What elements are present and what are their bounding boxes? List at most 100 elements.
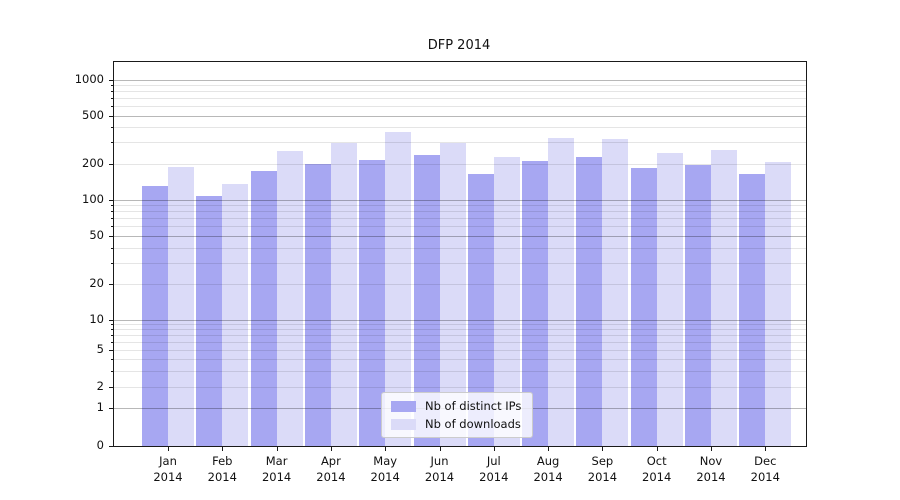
- x-tick-label: Nov 2014: [696, 454, 726, 484]
- gridline: [114, 262, 806, 264]
- y-minor-tick-mark: [111, 142, 113, 144]
- y-tick-mark: [109, 387, 113, 388]
- y-tick-mark: [109, 319, 113, 321]
- gridline: [114, 98, 806, 99]
- y-minor-tick-mark: [111, 205, 113, 207]
- gridline: [114, 91, 806, 93]
- y-minor-tick-mark: [111, 370, 113, 372]
- chart-title: DFP 2014: [427, 38, 491, 53]
- legend-swatch-distinct-ips: [391, 400, 416, 412]
- x-tick-label: Dec 2014: [750, 454, 780, 484]
- gridline: [114, 79, 806, 81]
- y-tick-mark: [109, 236, 113, 237]
- y-tick-label: 0: [96, 438, 104, 452]
- gridline: [114, 370, 806, 372]
- x-tick-label: May 2014: [370, 454, 400, 484]
- gridline: [114, 127, 806, 129]
- y-minor-tick-mark: [111, 247, 113, 249]
- gridline: [114, 284, 806, 285]
- gridline: [114, 85, 806, 86]
- x-tick-label: Feb 2014: [207, 454, 237, 484]
- gridline: [114, 211, 806, 213]
- y-minor-tick-mark: [111, 262, 113, 264]
- x-tick-label: Aug 2014: [533, 454, 563, 484]
- x-tick-mark: [439, 447, 441, 451]
- y-minor-tick-mark: [111, 85, 113, 86]
- gridline: [114, 142, 806, 144]
- plot-area: Nb of distinct IPs Nb of downloads 0 1 2 5 1…: [75, 61, 807, 484]
- y-tick-label: 1000: [74, 71, 104, 86]
- gridline: [114, 342, 806, 343]
- bar-distinct-ips: [304, 163, 331, 446]
- bar-downloads: [656, 153, 683, 446]
- bar-downloads: [330, 143, 357, 446]
- gridline: [114, 115, 806, 117]
- y-tick-label: 20: [89, 276, 104, 290]
- gridline: [114, 319, 806, 321]
- x-tick-label: Apr 2014: [316, 454, 346, 484]
- y-tick-label: 2: [96, 379, 104, 393]
- x-tick-label: Mar 2014: [261, 454, 292, 484]
- gridline: [114, 106, 806, 107]
- x-tick-mark: [548, 447, 550, 451]
- y-minor-tick-mark: [111, 218, 113, 220]
- bar-downloads: [168, 167, 194, 446]
- y-minor-tick-mark: [111, 335, 113, 337]
- x-tick-mark: [385, 447, 387, 451]
- x-tick-mark: [711, 447, 712, 451]
- gridline: [114, 359, 806, 360]
- legend-label-downloads: Nb of downloads: [425, 417, 521, 431]
- y-minor-tick-mark: [111, 342, 113, 343]
- gridline: [114, 163, 806, 165]
- y-tick-mark: [109, 350, 113, 351]
- legend-entry-downloads: Nb of downloads: [391, 417, 521, 431]
- x-tick-mark: [276, 447, 278, 451]
- y-tick-label: 200: [82, 155, 104, 170]
- bar-downloads: [276, 151, 303, 446]
- legend: Nb of distinct IPs Nb of downloads: [381, 392, 534, 438]
- bar-downloads: [602, 138, 629, 446]
- y-minor-tick-mark: [111, 91, 113, 93]
- x-tick-label: Jun 2014: [424, 454, 455, 484]
- legend-label-distinct-ips: Nb of distinct IPs: [425, 399, 522, 413]
- x-tick-label: Oct 2014: [642, 454, 672, 484]
- gridline: [114, 335, 806, 337]
- gridline: [114, 199, 806, 201]
- y-minor-tick-mark: [111, 106, 113, 107]
- x-tick-mark: [222, 447, 224, 451]
- y-tick-mark: [109, 408, 113, 409]
- legend-swatch-downloads: [391, 418, 416, 430]
- y-minor-tick-mark: [111, 329, 113, 331]
- y-tick-mark: [109, 115, 113, 117]
- y-tick-label: 50: [89, 228, 104, 242]
- x-tick-mark: [602, 447, 604, 451]
- x-tick-label: Jul 2014: [479, 454, 509, 484]
- gridline: [114, 324, 806, 326]
- gridline: [114, 205, 806, 207]
- y-tick-mark: [109, 79, 113, 81]
- x-tick-mark: [330, 447, 332, 451]
- y-tick-label: 1: [96, 400, 104, 414]
- y-tick-mark: [109, 163, 113, 165]
- bar-distinct-ips: [685, 165, 711, 446]
- bar-distinct-ips: [142, 185, 168, 446]
- y-tick-label: 10: [89, 311, 104, 326]
- x-tick-label: Jan 2014: [153, 454, 183, 484]
- y-minor-tick-mark: [111, 226, 113, 228]
- bar-distinct-ips: [359, 160, 386, 446]
- bar-downloads: [222, 183, 249, 446]
- y-minor-tick-mark: [111, 127, 113, 129]
- y-tick-mark: [109, 284, 113, 285]
- y-minor-tick-mark: [111, 324, 113, 326]
- gridline: [114, 329, 806, 331]
- x-tick-mark: [765, 447, 767, 451]
- gridline: [114, 350, 806, 351]
- bar-distinct-ips: [739, 174, 766, 446]
- y-tick-mark: [109, 199, 113, 201]
- x-tick-mark: [168, 447, 169, 451]
- bar-downloads: [548, 138, 575, 446]
- y-tick-label: 5: [96, 342, 104, 356]
- gridline: [114, 236, 806, 237]
- bar-distinct-ips: [250, 171, 277, 446]
